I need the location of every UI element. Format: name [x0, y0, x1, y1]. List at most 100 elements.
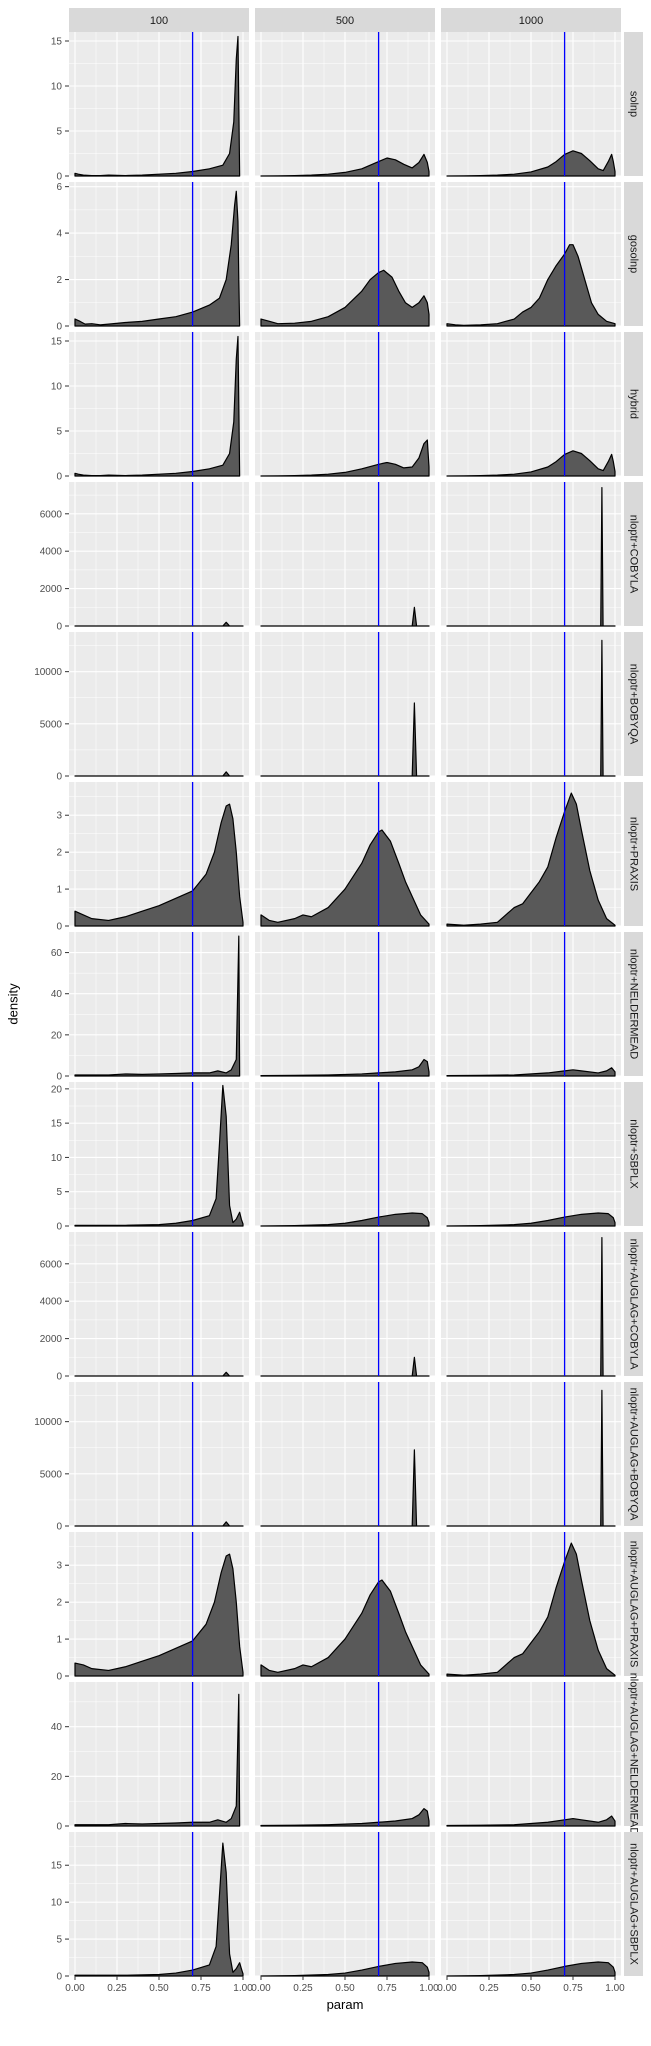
row-strip-label: nloptr+AUGLAG+PRAXIS — [628, 1541, 640, 1668]
density-area — [446, 1961, 616, 1977]
y-tick-label: 5000 — [40, 719, 63, 730]
density-area — [260, 1579, 430, 1677]
row-strip-12 — [624, 1832, 643, 1976]
density-area — [446, 150, 616, 177]
density-area — [446, 244, 616, 327]
y-tick-label: 10000 — [34, 667, 62, 678]
row-strip-label: nloptr+AUGLAG+COBYLA — [628, 1239, 640, 1371]
y-tick-label: 6000 — [40, 509, 63, 520]
y-tick-label: 60 — [51, 948, 63, 959]
x-tick-label: 1.00 — [233, 1983, 253, 1994]
density-area — [446, 1212, 616, 1227]
y-tick-label: 0 — [56, 1672, 62, 1683]
density-area — [260, 269, 430, 327]
density-area — [260, 439, 430, 477]
y-tick-label: 20 — [51, 1084, 63, 1095]
density-area — [260, 153, 430, 177]
density-area — [260, 1449, 430, 1527]
y-tick-label: 6 — [56, 182, 62, 193]
y-axis-title: density — [5, 983, 20, 1025]
row-strip-5 — [624, 782, 643, 926]
y-tick-label: 0 — [56, 322, 62, 333]
density-area — [74, 1371, 244, 1377]
column-strip-label: 1000 — [519, 15, 543, 27]
x-tick-label: 0.25 — [107, 1983, 127, 1994]
density-area — [260, 1212, 430, 1227]
y-tick-label: 0 — [56, 1072, 62, 1083]
density-area — [446, 450, 616, 477]
row-strip-6 — [624, 932, 643, 1076]
density-area — [446, 1237, 616, 1377]
row-strip-label: nloptr+AUGLAG+SBPLX — [628, 1843, 640, 1965]
y-tick-label: 10 — [51, 82, 63, 93]
density-area — [446, 639, 616, 777]
row-strip-label: nloptr+AUGLAG+NELDERMEAD — [628, 1673, 640, 1836]
y-tick-label: 10 — [51, 1898, 63, 1909]
row-strip-label: nloptr+PRAXIS — [628, 817, 640, 891]
density-area — [446, 487, 616, 627]
density-area — [74, 1084, 244, 1227]
y-tick-label: 10 — [51, 1153, 63, 1164]
column-strip-1000 — [441, 8, 621, 32]
column-strip-100 — [69, 8, 249, 32]
x-tick-label: 0.75 — [191, 1983, 211, 1994]
y-tick-label: 0 — [56, 1222, 62, 1233]
row-strip-label: nloptr+BOBYQA — [628, 664, 640, 745]
y-tick-label: 0 — [56, 172, 62, 183]
y-tick-label: 2000 — [40, 1334, 63, 1345]
density-area — [74, 1553, 244, 1677]
row-strip-label: nloptr+SBPLX — [628, 1119, 640, 1189]
y-tick-label: 1 — [56, 885, 62, 896]
y-tick-label: 0 — [56, 922, 62, 933]
y-tick-label: 15 — [51, 1861, 63, 1872]
y-tick-label: 0 — [56, 622, 62, 633]
density-area — [446, 792, 616, 927]
y-tick-label: 0 — [56, 1972, 62, 1983]
y-tick-label: 15 — [51, 37, 63, 48]
y-tick-label: 2 — [56, 848, 62, 859]
y-tick-label: 2000 — [40, 584, 63, 595]
y-tick-label: 1 — [56, 1635, 62, 1646]
density-area — [74, 1521, 244, 1527]
y-tick-label: 10 — [51, 382, 63, 393]
x-tick-label: 1.00 — [419, 1983, 439, 1994]
y-tick-label: 0 — [56, 1822, 62, 1833]
row-strip-2 — [624, 332, 643, 476]
row-strip-label: nloptr+NELDERMEAD — [628, 949, 640, 1059]
column-strip-label: 500 — [336, 15, 354, 27]
x-tick-label: 0.75 — [377, 1983, 397, 1994]
x-tick-label: 0.50 — [149, 1983, 169, 1994]
y-tick-label: 40 — [51, 989, 63, 1000]
row-strip-label: gosolnp — [628, 235, 640, 274]
y-tick-label: 15 — [51, 1119, 63, 1130]
y-tick-label: 5 — [56, 427, 62, 438]
row-strip-label: nloptr+AUGLAG+BOBYQA — [628, 1388, 640, 1521]
y-tick-label: 20 — [51, 1772, 63, 1783]
density-area — [74, 335, 241, 477]
row-strip-label: solnp — [628, 91, 640, 117]
row-strip-7 — [624, 1082, 643, 1226]
row-strip-9 — [624, 1382, 643, 1526]
density-area — [74, 35, 241, 177]
density-area — [446, 1389, 616, 1527]
row-strip-label: hybrid — [628, 389, 640, 419]
density-area — [260, 606, 430, 627]
density-area — [260, 829, 430, 927]
row-strip-8 — [624, 1232, 643, 1376]
density-area — [74, 1842, 244, 1977]
y-tick-label: 3 — [56, 811, 62, 822]
density-area — [446, 1067, 616, 1077]
density-area — [260, 1058, 430, 1077]
density-area — [260, 702, 430, 777]
y-tick-label: 0 — [56, 772, 62, 783]
density-area — [260, 1961, 430, 1977]
y-tick-label: 40 — [51, 1722, 63, 1733]
x-tick-label: 0.00 — [65, 1983, 85, 1994]
y-tick-label: 0 — [56, 1522, 62, 1533]
y-tick-label: 4 — [56, 229, 62, 240]
column-strip-500 — [255, 8, 435, 32]
density-area — [74, 190, 241, 327]
y-tick-label: 5 — [56, 1935, 62, 1946]
x-tick-label: 0.25 — [293, 1983, 313, 1994]
